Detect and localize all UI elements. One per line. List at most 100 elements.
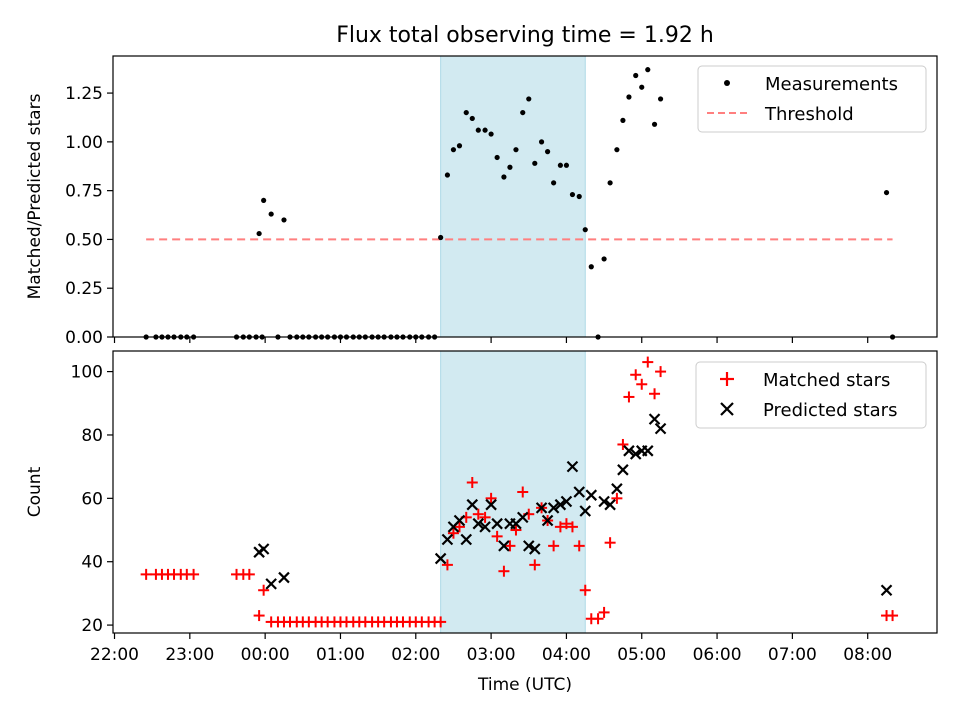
predicted-stars-point xyxy=(441,533,454,546)
count-points xyxy=(140,356,899,628)
matched-stars-point xyxy=(435,616,447,628)
predicted-stars-point xyxy=(560,495,573,508)
matched-stars-point xyxy=(140,568,152,580)
legend-top: Measurements Threshold xyxy=(697,65,927,133)
predicted-stars-point xyxy=(648,413,661,425)
measurement-points xyxy=(143,67,896,340)
measurement-point xyxy=(532,160,538,166)
predicted-stars-point xyxy=(611,483,623,495)
measurement-point xyxy=(475,127,481,133)
legend-measurements-label: Measurements xyxy=(765,74,898,95)
measurement-point xyxy=(588,264,594,270)
y-axis-label-bottom: Count xyxy=(25,466,45,517)
x-tick-label: 07:00 xyxy=(768,645,817,665)
x-tick-label: 22:00 xyxy=(90,645,139,665)
matched-stars-point xyxy=(441,559,453,571)
legend-predicted-label: Predicted stars xyxy=(763,400,897,421)
predicted-stars-point xyxy=(265,578,277,590)
measurement-point xyxy=(883,189,890,196)
measurement-point xyxy=(501,174,507,180)
legend-predicted-marker xyxy=(720,402,734,416)
matched-stars-point xyxy=(479,511,491,523)
measurement-point xyxy=(444,172,451,178)
matched-stars-point xyxy=(447,527,459,539)
predicted-stars-point xyxy=(460,533,473,546)
top-plot-frame xyxy=(112,55,938,338)
measurement-point xyxy=(620,117,626,123)
measurement-point xyxy=(261,197,267,204)
predicted-stars-point xyxy=(604,498,616,511)
x-tick-label: 03:00 xyxy=(467,645,516,665)
matched-stars-point xyxy=(560,518,572,530)
legend-box xyxy=(695,361,927,429)
predicted-stars-point xyxy=(585,489,598,501)
y-tick-label: 0.75 xyxy=(65,182,103,202)
measurement-point xyxy=(607,180,613,186)
measurement-point xyxy=(520,109,526,116)
predicted-stars-point xyxy=(257,543,270,555)
measurement-point xyxy=(469,115,475,122)
measurement-point xyxy=(657,96,664,102)
matched-stars-point xyxy=(649,388,661,400)
matched-stars-point xyxy=(548,540,560,552)
predicted-stars-point xyxy=(566,460,579,473)
measurement-point xyxy=(281,217,287,223)
predicted-stars-point xyxy=(573,486,586,498)
measurement-point xyxy=(482,127,488,133)
measurement-point xyxy=(538,139,545,145)
y-tick-label: 1.00 xyxy=(65,133,103,153)
x-tick-label: 04:00 xyxy=(542,645,591,665)
measurement-point xyxy=(563,162,570,168)
measurement-point xyxy=(582,227,588,233)
matched-stars-point xyxy=(623,391,635,403)
measurement-point xyxy=(456,143,463,149)
predicted-stars-point xyxy=(498,540,510,552)
measurement-point xyxy=(544,149,551,155)
measurement-point xyxy=(450,147,457,153)
y-tick-label: 1.25 xyxy=(65,84,103,104)
measurement-point xyxy=(557,162,564,168)
matched-stars-point xyxy=(573,540,585,552)
matched-stars-point xyxy=(258,584,270,596)
legend-threshold-label: Threshold xyxy=(764,104,854,125)
measurement-point xyxy=(438,234,444,241)
bottom-axis-ticks: 22:00 23:00 00:00 01:00 02:00 03:00 04:00 05:00… xyxy=(71,363,893,665)
x-tick-label: 01:00 xyxy=(316,645,365,665)
matched-stars-point xyxy=(491,530,503,542)
matched-stars-point xyxy=(630,369,642,381)
legend-matched-marker xyxy=(720,372,734,386)
predicted-stars-point xyxy=(541,514,554,527)
predicted-stars-point xyxy=(547,502,560,514)
predicted-stars-point xyxy=(466,498,479,511)
measurement-point xyxy=(526,96,532,102)
y-tick-label: 0.00 xyxy=(65,328,103,348)
matched-stars-point xyxy=(472,508,484,520)
matched-stars-point xyxy=(243,568,255,580)
top-panel: Flux total observing time = 1.92 h 0.00 0… xyxy=(25,23,938,348)
matched-stars-point xyxy=(517,486,529,498)
matched-stars-point xyxy=(529,559,541,571)
bottom-plot-frame xyxy=(112,350,938,634)
chart-title: Flux total observing time = 1.92 h xyxy=(336,23,714,48)
measurement-point xyxy=(569,191,576,198)
matched-stars-point xyxy=(617,438,629,450)
matched-stars-point xyxy=(592,613,604,625)
x-tick-label: 02:00 xyxy=(391,645,440,665)
x-axis-label: Time (UTC) xyxy=(477,675,572,695)
predicted-stars-point xyxy=(522,540,535,552)
y-tick-label: 20 xyxy=(81,616,103,636)
legend-bottom: Matched stars Predicted stars xyxy=(695,361,927,429)
measurement-point xyxy=(507,164,513,170)
measurement-point xyxy=(639,84,645,90)
matched-stars-point xyxy=(504,540,516,552)
predicted-stars-point xyxy=(472,517,485,530)
matched-stars-point xyxy=(485,492,497,504)
x-tick-label: 23:00 xyxy=(165,645,214,665)
matched-stars-point xyxy=(453,521,465,533)
matched-stars-point xyxy=(611,492,623,504)
matched-stars-point xyxy=(188,568,200,580)
matched-stars-point xyxy=(604,537,616,549)
matched-stars-point xyxy=(510,524,522,536)
matched-stars-point xyxy=(253,610,265,622)
